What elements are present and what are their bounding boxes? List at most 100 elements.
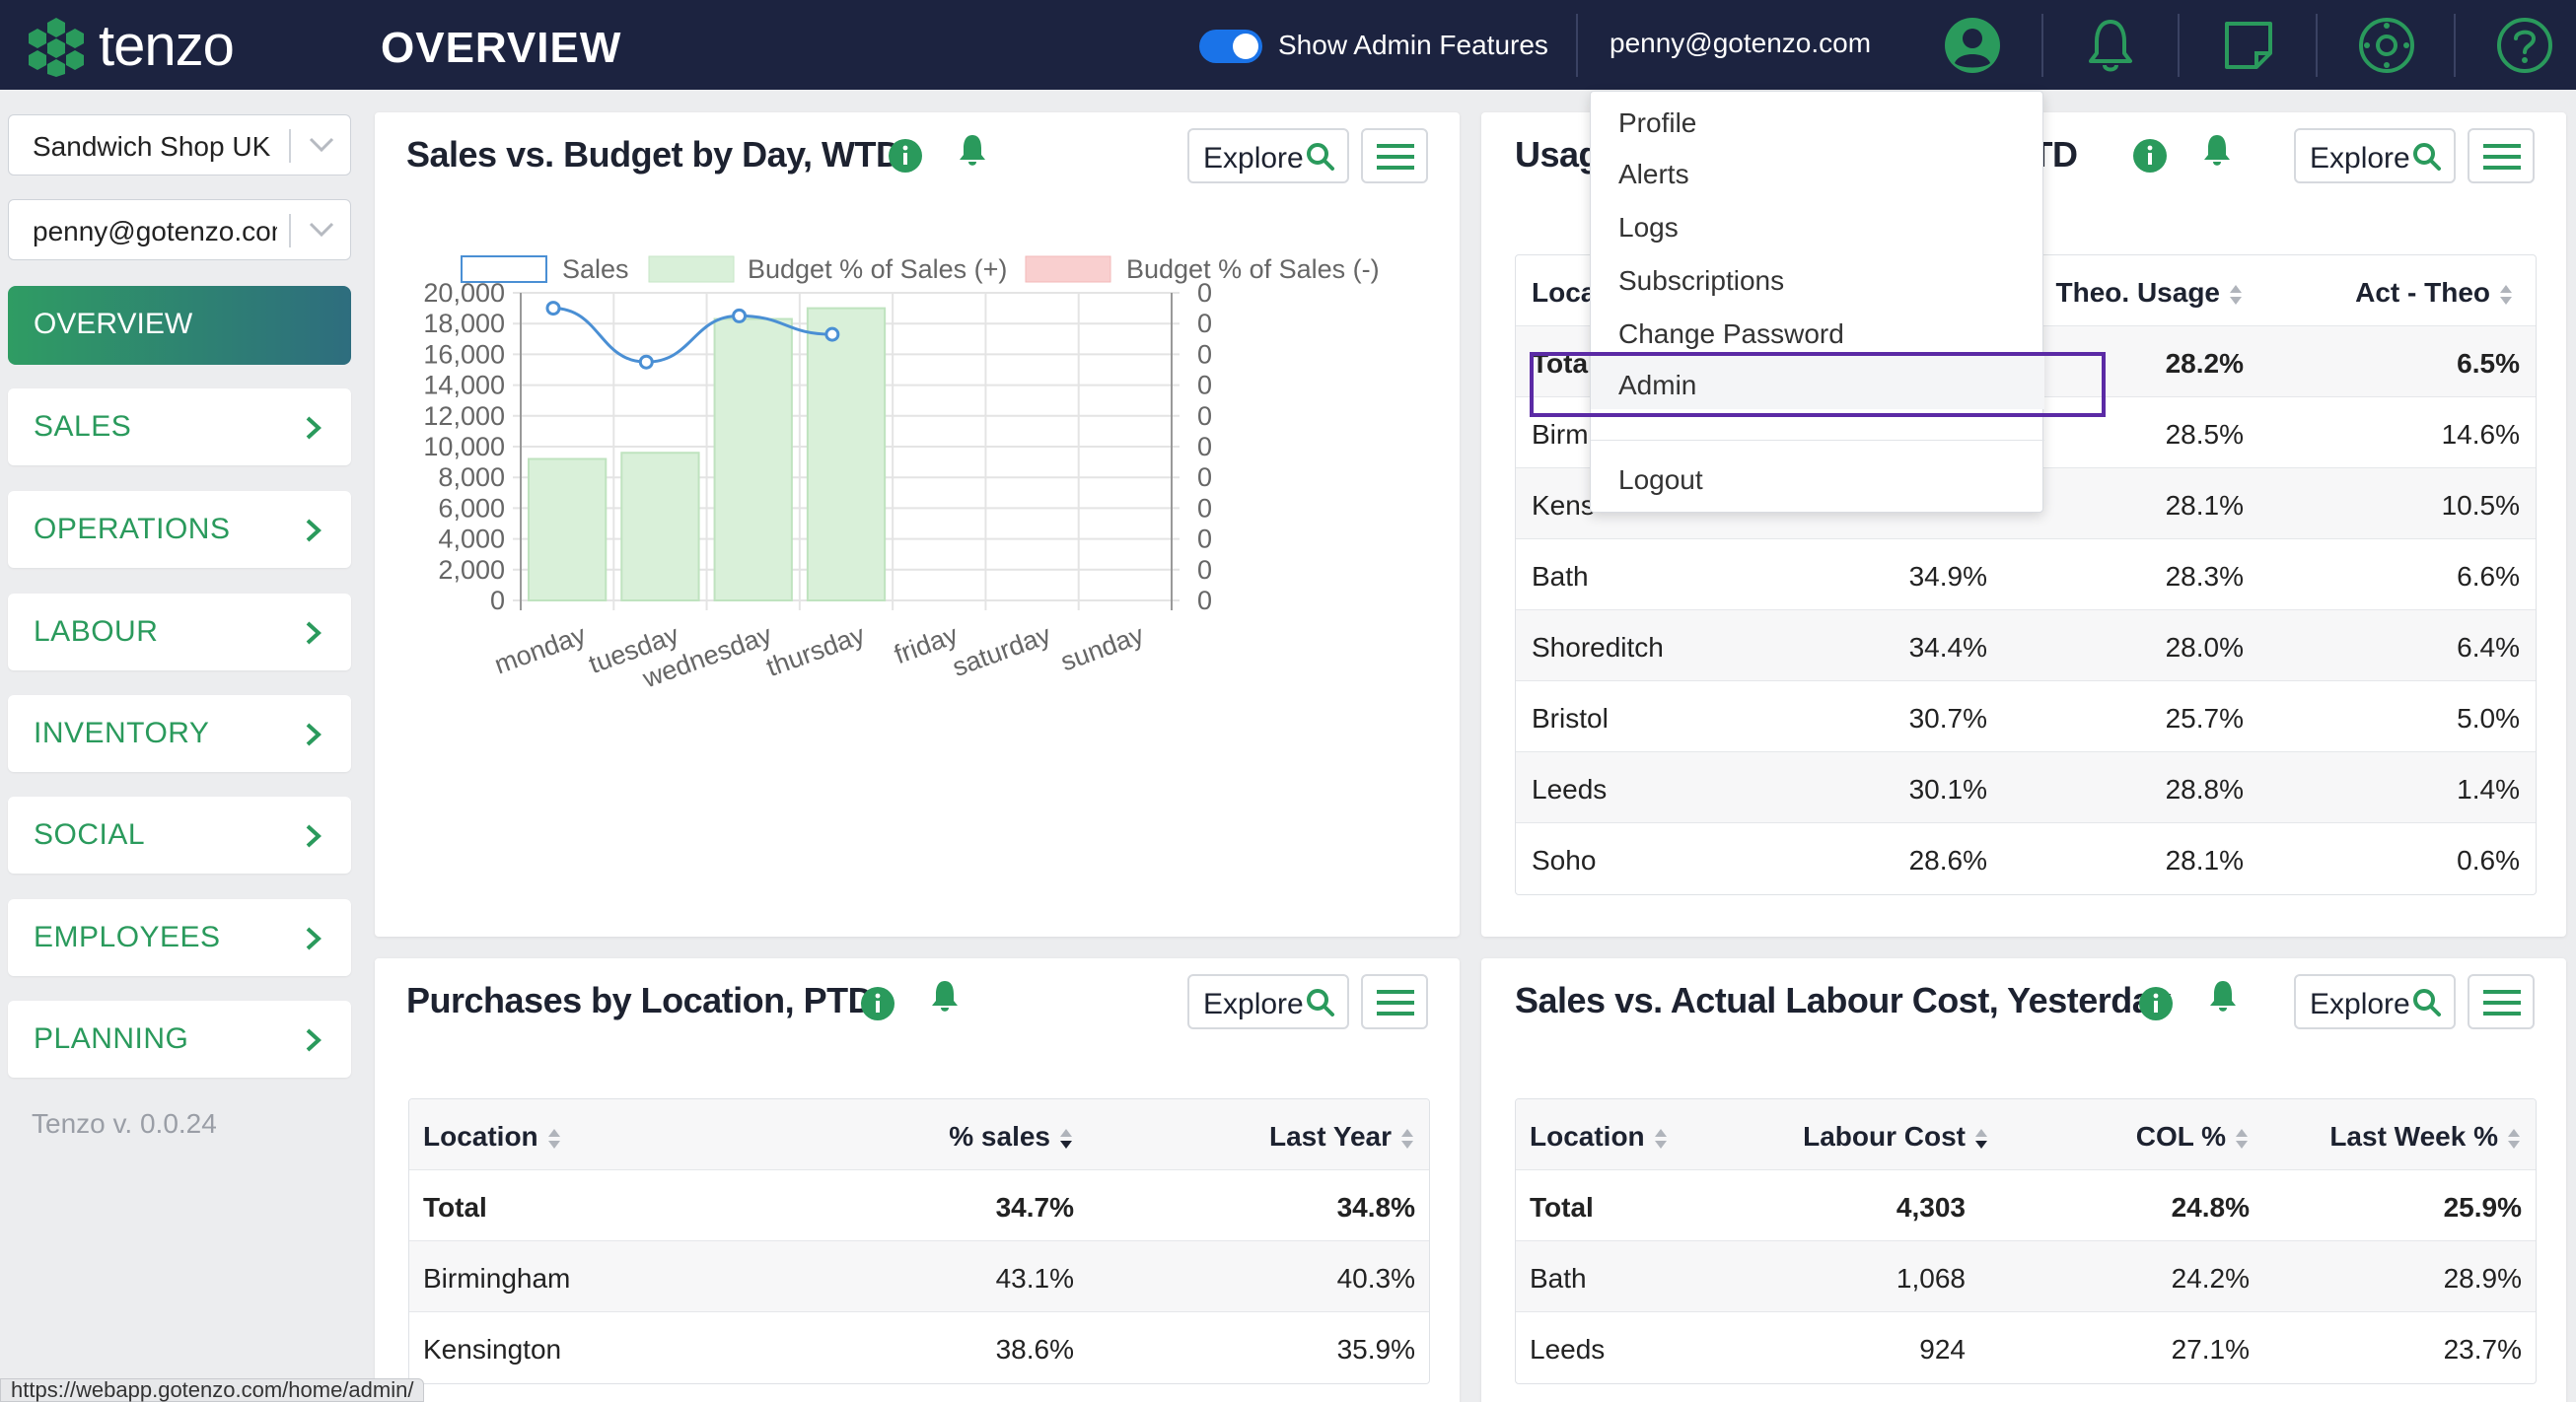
table-row[interactable]: Leeds 30.1% 28.8% 1.4%: [1516, 752, 2536, 823]
sidebar-item-labour[interactable]: LABOUR: [8, 594, 351, 670]
sidebar-item-overview[interactable]: OVERVIEW: [8, 286, 351, 365]
help-icon[interactable]: [2495, 16, 2554, 75]
tenzo-logo-icon: [29, 18, 84, 77]
cell-labour-cost: 4,303: [1896, 1192, 1966, 1223]
column-header-location[interactable]: Loca: [1532, 277, 1597, 308]
sidebar-item-label: EMPLOYEES: [34, 921, 221, 953]
sales-point: [545, 301, 561, 316]
sidebar-item-planning[interactable]: PLANNING: [8, 1001, 351, 1078]
card-menu-button[interactable]: [1361, 128, 1428, 183]
table-row[interactable]: Leeds 924 27.1% 23.7%: [1516, 1312, 2536, 1383]
settings-icon[interactable]: [2357, 16, 2416, 75]
y-tick-label: 10,000: [423, 432, 505, 461]
column-header-label: Location: [1530, 1121, 1645, 1152]
user-email-menu[interactable]: penny@gotenzo.com: [1610, 28, 1872, 58]
cell-sales-percent: 38.6%: [995, 1334, 1074, 1365]
cell-last-week: 23.7%: [2443, 1334, 2522, 1365]
cell-actual-usage: 28.6%: [1908, 845, 1987, 876]
table-row[interactable]: Bristol 30.7% 25.7% 5.0%: [1516, 681, 2536, 752]
table-header-row: Location % sales Last Year: [409, 1099, 1429, 1170]
brand-logo[interactable]: tenzo: [26, 16, 235, 77]
explore-button[interactable]: Explore: [1187, 974, 1349, 1029]
location-select[interactable]: Sandwich Shop UK: [8, 114, 351, 175]
purchases-card: Purchases by Location, PTD Explore Locat…: [375, 958, 1460, 1402]
chevron-right-icon: [306, 1028, 322, 1052]
table-row[interactable]: Birmingham 43.1% 40.3%: [409, 1241, 1429, 1312]
chevron-right-icon: [306, 621, 322, 645]
card-menu-button[interactable]: [1361, 974, 1428, 1029]
cell-location: Leeds: [1530, 1334, 1606, 1365]
card-menu-button[interactable]: [2468, 128, 2535, 183]
table-row[interactable]: Total 34.7% 34.8%: [409, 1170, 1429, 1241]
cell-actual-usage: 30.1%: [1908, 774, 1987, 805]
cell-location: Bath: [1530, 1263, 1587, 1294]
card-menu-button[interactable]: [2468, 974, 2535, 1029]
explore-button[interactable]: Explore: [1187, 128, 1349, 183]
cell-theo-usage: 25.7%: [2165, 703, 2244, 734]
sidebar-item-sales[interactable]: SALES: [8, 388, 351, 465]
cell-labour-cost: 1,068: [1896, 1263, 1966, 1294]
sidebar-item-label: LABOUR: [34, 615, 159, 648]
sidebar-item-employees[interactable]: EMPLOYEES: [8, 899, 351, 976]
sort-icon: [1654, 1128, 1667, 1149]
column-header-last-year[interactable]: Last Year: [1269, 1121, 1415, 1153]
menu-item-admin[interactable]: Admin: [1618, 370, 1697, 400]
column-header-location[interactable]: Location: [423, 1121, 562, 1153]
y2-tick-label: 0: [1197, 586, 1212, 615]
sidebar-item-operations[interactable]: OPERATIONS: [8, 491, 351, 568]
sidebar-item-label: OPERATIONS: [34, 513, 231, 545]
cell-location: Birmingham: [423, 1263, 571, 1294]
cell-last-week: 28.9%: [2443, 1263, 2522, 1294]
explore-button[interactable]: Explore: [2294, 974, 2456, 1029]
table-row[interactable]: Kensington 38.6% 35.9%: [409, 1312, 1429, 1383]
explore-label: Explore: [1203, 142, 1304, 175]
alert-bell-icon[interactable]: [2205, 978, 2241, 1014]
sidebar-item-social[interactable]: SOCIAL: [8, 797, 351, 874]
admin-features-toggle[interactable]: [1199, 30, 1262, 63]
info-icon[interactable]: [2132, 138, 2168, 174]
page-title: OVERVIEW: [381, 24, 622, 72]
info-icon[interactable]: [2138, 986, 2174, 1021]
menu-item-profile[interactable]: Profile: [1618, 107, 1697, 138]
legend-swatch-sales: [461, 255, 547, 283]
user-select[interactable]: penny@gotenzo.com: [8, 199, 351, 260]
y-tick-label: 20,000: [423, 278, 505, 308]
alert-bell-icon[interactable]: [927, 978, 963, 1014]
column-header-sales-percent[interactable]: % sales: [949, 1121, 1074, 1153]
card-title: Usag: [1515, 134, 1601, 175]
menu-item-change-password[interactable]: Change Password: [1618, 318, 1844, 349]
alert-bell-icon[interactable]: [2199, 132, 2235, 168]
info-icon[interactable]: [860, 986, 895, 1021]
table-row[interactable]: Total 4,303 24.8% 25.9%: [1516, 1170, 2536, 1241]
table-row[interactable]: Bath 34.9% 28.3% 6.6%: [1516, 539, 2536, 610]
table-row[interactable]: Soho 28.6% 28.1% 0.6%: [1516, 823, 2536, 894]
top-navbar: tenzo OVERVIEW Show Admin Features penny…: [0, 0, 2576, 90]
bar-budget: [806, 307, 887, 601]
sort-icon: [547, 1128, 560, 1149]
notes-icon[interactable]: [2219, 16, 2278, 75]
column-header-labour-cost[interactable]: Labour Cost: [1803, 1121, 1989, 1153]
alert-bell-icon[interactable]: [955, 132, 990, 168]
user-icon[interactable]: [1943, 16, 2002, 75]
cell-sales-percent: 43.1%: [995, 1263, 1074, 1294]
column-header-location[interactable]: Location: [1530, 1121, 1669, 1153]
y2-tick-label: 0: [1197, 339, 1212, 369]
menu-item-logs[interactable]: Logs: [1618, 212, 1679, 243]
explore-button[interactable]: Explore: [2294, 128, 2456, 183]
cell-last-week: 25.9%: [2443, 1192, 2522, 1223]
column-header-col-percent[interactable]: COL %: [2136, 1121, 2250, 1153]
menu-item-subscriptions[interactable]: Subscriptions: [1618, 265, 1785, 296]
status-bar-url: https://webapp.gotenzo.com/home/admin/: [0, 1378, 425, 1402]
sidebar-item-inventory[interactable]: INVENTORY: [8, 695, 351, 772]
column-header-theo-usage[interactable]: Theo. Usage: [2056, 277, 2244, 309]
menu-item-alerts[interactable]: Alerts: [1618, 159, 1689, 189]
table-row[interactable]: Shoreditch 34.4% 28.0% 6.4%: [1516, 610, 2536, 681]
column-header-last-week[interactable]: Last Week %: [2329, 1121, 2522, 1153]
table-row[interactable]: Bath 1,068 24.2% 28.9%: [1516, 1241, 2536, 1312]
column-header-act-theo[interactable]: Act - Theo: [2355, 277, 2514, 309]
hamburger-menu-icon: [1377, 990, 1414, 1016]
info-icon[interactable]: [888, 138, 923, 174]
hamburger-menu-icon: [2483, 990, 2521, 1016]
menu-item-logout[interactable]: Logout: [1618, 464, 1703, 495]
bell-icon[interactable]: [2081, 16, 2140, 75]
